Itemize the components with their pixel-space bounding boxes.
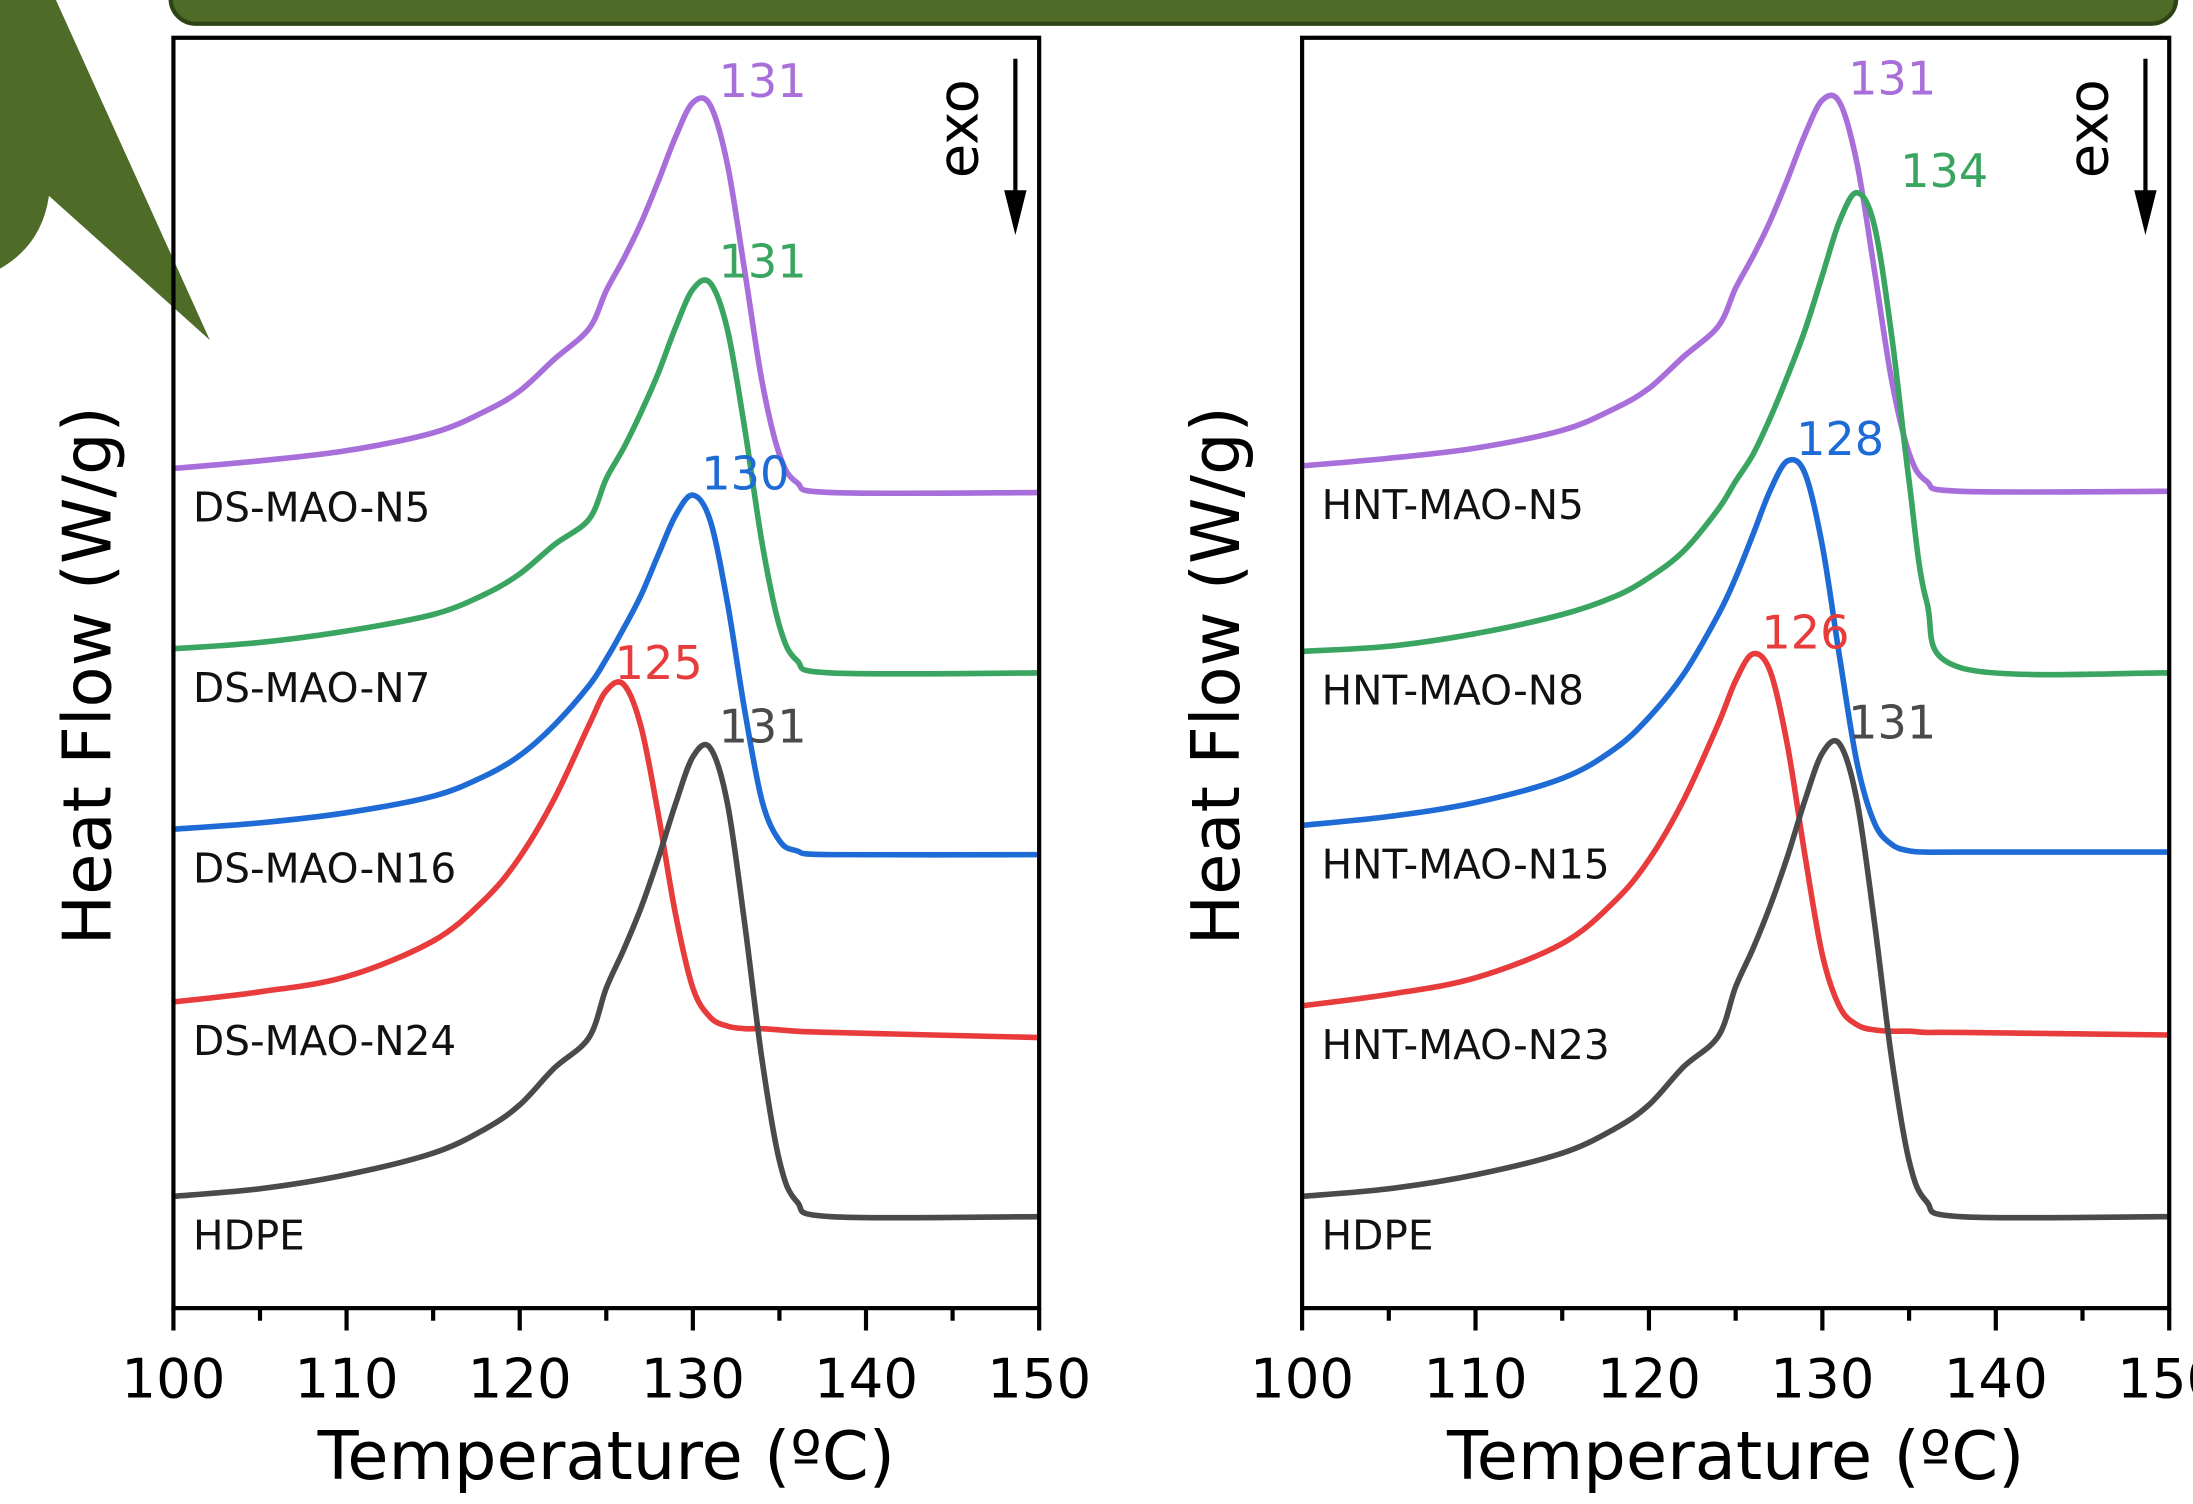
decor-banner — [168, 0, 2179, 26]
legend-label: DS-MAO-N5 — [193, 484, 430, 532]
legend-label: DS-MAO-N24 — [193, 1017, 456, 1065]
x-tick-label: 130 — [641, 1347, 745, 1411]
legend-label: HDPE — [1322, 1211, 1434, 1259]
peak-label: 131 — [719, 234, 807, 288]
x-tick-label: 100 — [121, 1347, 225, 1411]
line-series — [173, 741, 1040, 1221]
x-tick-label: 120 — [1597, 1347, 1701, 1411]
x-axis-title: Temperature (ºC) — [1446, 1417, 2024, 1495]
legend-label: DS-MAO-N16 — [193, 844, 456, 892]
exo-label: exo — [927, 79, 992, 178]
decor-arrow — [0, 0, 210, 340]
exo-arrow-head — [1004, 190, 1027, 236]
x-tick-label: 150 — [987, 1347, 1091, 1411]
x-tick-label: 140 — [814, 1347, 918, 1411]
x-tick-label: 120 — [468, 1347, 572, 1411]
legend-label: DS-MAO-N7 — [193, 664, 430, 712]
legend-label: HNT-MAO-N5 — [1322, 481, 1584, 529]
exo-arrow-head — [2134, 190, 2157, 236]
legend-label: HNT-MAO-N15 — [1322, 841, 1610, 889]
line-series — [1302, 189, 2170, 678]
legend-label: HDPE — [193, 1211, 305, 1259]
x-tick-label: 140 — [1944, 1347, 2048, 1411]
legend-label: HNT-MAO-N23 — [1322, 1021, 1610, 1069]
line-series — [173, 95, 1040, 497]
x-tick-label: 130 — [1770, 1347, 1874, 1411]
line-series — [1302, 737, 2170, 1221]
line-series — [173, 679, 1040, 1041]
y-axis-title: Heat Flow (W/g) — [48, 406, 126, 945]
peak-label: 131 — [719, 54, 807, 108]
peak-label: 134 — [1900, 144, 1988, 198]
x-tick-label: 110 — [1423, 1347, 1527, 1411]
line-series — [1302, 650, 2170, 1038]
y-axis-title: Heat Flow (W/g) — [1177, 406, 1255, 945]
x-tick-label: 100 — [1250, 1347, 1354, 1411]
peak-label: 131 — [1848, 695, 1936, 749]
peak-label: 130 — [701, 446, 789, 500]
line-series — [173, 492, 1040, 858]
x-axis-title: Temperature (ºC) — [317, 1417, 895, 1495]
peak-label: 131 — [719, 699, 807, 753]
peak-label: 126 — [1761, 605, 1849, 659]
peak-label: 125 — [615, 636, 703, 690]
exo-label: exo — [2057, 79, 2122, 178]
x-tick-label: 150 — [2117, 1347, 2193, 1411]
line-series — [173, 277, 1040, 677]
line-series — [1302, 456, 2170, 855]
peak-label: 128 — [1796, 412, 1884, 466]
peak-label: 131 — [1848, 51, 1936, 105]
x-tick-label: 110 — [295, 1347, 399, 1411]
line-series — [1302, 92, 2170, 495]
legend-label: HNT-MAO-N8 — [1322, 667, 1584, 715]
